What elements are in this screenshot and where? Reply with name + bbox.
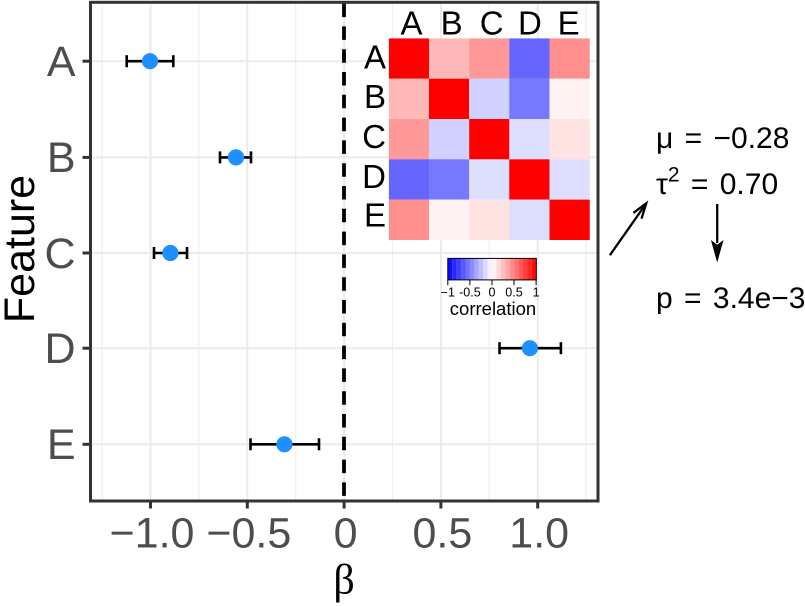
svg-text:τ2 = 0.70: τ2 = 0.70 [656,164,778,202]
svg-text:0.5: 0.5 [505,286,522,300]
svg-text:B: B [47,134,76,182]
svg-text:C: C [362,118,386,155]
svg-text:1.0: 1.0 [509,510,569,558]
svg-text:p = 3.4e−3: p = 3.4e−3 [656,282,805,315]
svg-text:B: B [441,5,463,42]
svg-text:E: E [47,421,76,469]
svg-text:D: D [44,325,75,373]
svg-text:E: E [558,5,580,42]
svg-text:0.5: 0.5 [413,510,473,558]
svg-text:B: B [364,78,386,115]
svg-text:E: E [364,197,386,234]
svg-text:0: 0 [334,510,358,558]
svg-text:1: 1 [533,286,540,300]
svg-text:A: A [400,5,422,42]
svg-text:C: C [480,5,504,42]
svg-text:Feature: Feature [0,175,44,323]
svg-text:−1: −1 [441,286,455,300]
svg-text:β: β [333,558,354,604]
svg-text:−0.5: −0.5 [206,510,291,558]
svg-text:0: 0 [489,286,496,300]
svg-text:-0.5: -0.5 [459,286,481,300]
svg-text:A: A [364,38,386,75]
svg-text:A: A [47,38,76,86]
svg-text:μ = −0.28: μ = −0.28 [656,122,789,155]
svg-text:−1.0: −1.0 [110,510,195,558]
svg-text:D: D [518,5,542,42]
svg-text:correlation: correlation [450,298,536,319]
svg-text:D: D [362,158,386,195]
svg-text:C: C [44,230,75,278]
